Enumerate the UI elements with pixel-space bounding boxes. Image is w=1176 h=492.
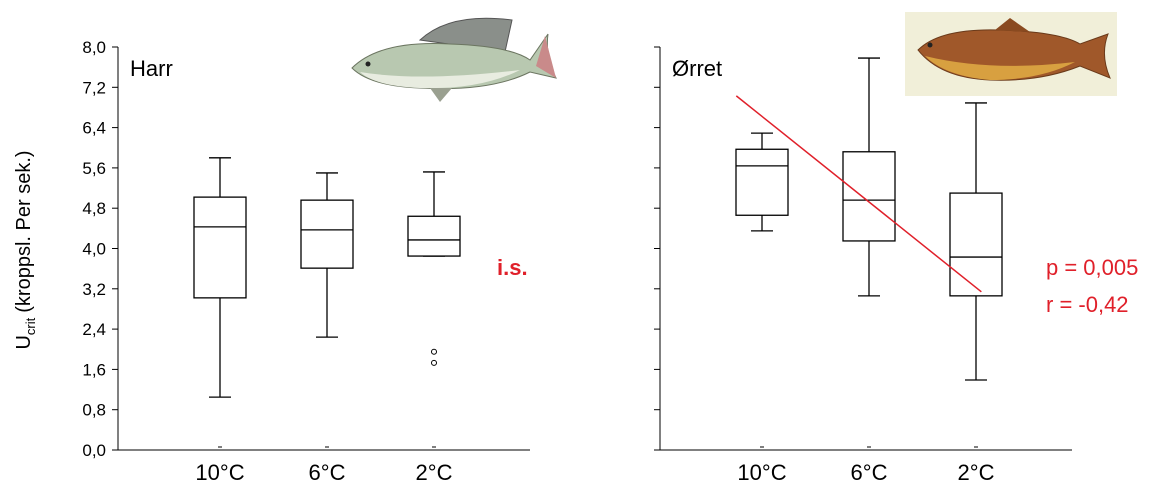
y-tick-label: 0,8	[82, 401, 106, 420]
annotation: p = 0,005	[1046, 255, 1138, 280]
box	[736, 149, 788, 215]
y-tick-label: 0,0	[82, 441, 106, 460]
box	[194, 197, 246, 298]
y-tick-label: 5,6	[82, 159, 106, 178]
box	[843, 152, 895, 241]
panel-title: Harr	[130, 56, 173, 81]
y-tick-label: 6,4	[82, 119, 106, 138]
x-tick-label: 10°C	[195, 460, 244, 485]
y-tick-label: 2,4	[82, 320, 106, 339]
annotation: r = -0,42	[1046, 292, 1129, 317]
page: {"chart_data": [ {"type": "box", "title"…	[0, 0, 1176, 492]
y-tick-label: 8,0	[82, 38, 106, 57]
x-tick-label: 6°C	[309, 460, 346, 485]
chart: Ucrit (kroppsl. Per sek.) 0,0 0,8 1,6 2,4 3,2…	[0, 0, 1176, 492]
x-tick-label: 2°C	[416, 460, 453, 485]
annotation: i.s.	[497, 255, 528, 280]
y-tick-label: 7,2	[82, 78, 106, 97]
outlier	[432, 349, 437, 354]
y-tick-label: 4,0	[82, 240, 106, 259]
x-tick-label: 10°C	[737, 460, 786, 485]
y-axis-label: Ucrit (kroppsl. Per sek.)	[13, 150, 38, 349]
box	[950, 193, 1002, 296]
y-tick-label: 4,8	[82, 199, 106, 218]
box	[301, 200, 353, 268]
y-axis-label-sub: crit	[23, 317, 38, 335]
box	[408, 216, 460, 256]
y-axis-label-rest: (kroppsl. Per sek.)	[13, 150, 35, 312]
trout-illustration	[905, 12, 1117, 96]
outlier	[432, 360, 437, 365]
panel-title: Ørret	[672, 56, 722, 81]
y-tick-label: 3,2	[82, 280, 106, 299]
x-tick-label: 2°C	[958, 460, 995, 485]
y-axis-label-main: U	[13, 335, 35, 349]
grayling-illustration	[352, 18, 556, 102]
y-tick-label: 1,6	[82, 360, 106, 379]
x-tick-label: 6°C	[851, 460, 888, 485]
